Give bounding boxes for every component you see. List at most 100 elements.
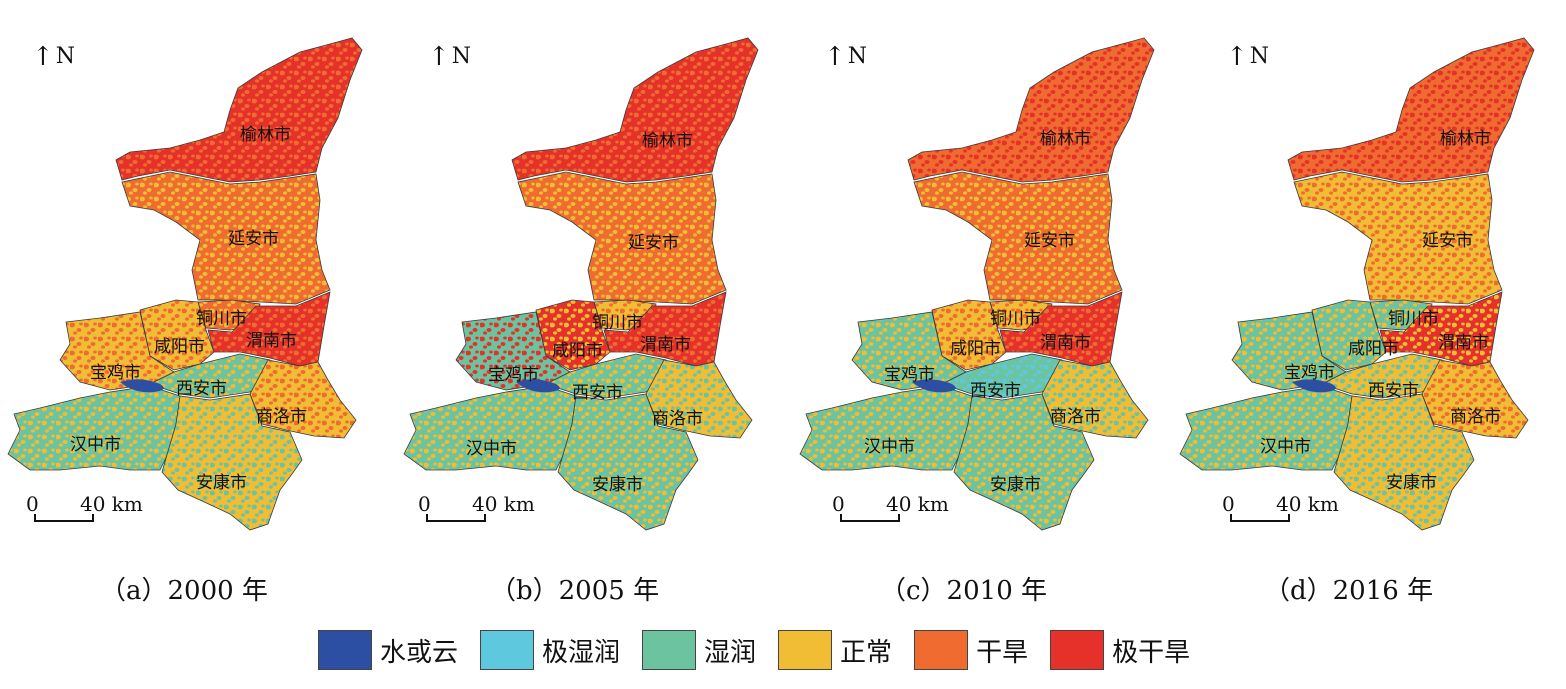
scale-bar-line: [34, 514, 94, 522]
region-hanzhong: [1179, 385, 1353, 471]
region-weinan: [207, 291, 331, 367]
city-label-yulin: 榆林市: [642, 131, 693, 151]
region-hanzhong: [799, 385, 973, 471]
city-label-xianyang: 咸阳市: [154, 337, 205, 357]
legend-label: 湿润: [704, 637, 757, 668]
shaanxi-map-d: [1179, 37, 1535, 531]
city-label-baoji: 宝鸡市: [884, 365, 935, 385]
map-panel-b: ↑N 榆林市 延安市 铜川市 咸阳市 渭南市 宝鸡市 西安市 商洛市 汉中市 安…: [396, 0, 788, 560]
scale-bar-line: [1230, 514, 1290, 522]
legend-swatch: [480, 630, 535, 670]
shaanxi-map-b: [403, 37, 759, 531]
region-shangluo: [1421, 359, 1529, 439]
region-yanan: [1293, 171, 1503, 305]
city-label-weinan: 渭南市: [246, 331, 297, 351]
legend-item-extremely-wet: 极湿润: [480, 630, 620, 670]
north-arrow-icon: ↑: [1226, 42, 1248, 72]
scale-bar: 0 40 km: [418, 492, 558, 532]
map-panel-c: ↑N 榆林市 延安市 铜川市 咸阳市 渭南市 宝鸡市 西安市 商洛市 汉中市 安…: [792, 0, 1184, 560]
city-label-xianyang: 咸阳市: [950, 339, 1001, 359]
legend-item-drought: 干旱: [914, 630, 1028, 670]
city-label-ankang: 安康市: [1386, 473, 1437, 493]
city-label-baoji: 宝鸡市: [1284, 363, 1335, 383]
city-label-hanzhong: 汉中市: [1260, 437, 1311, 457]
city-label-weinan: 渭南市: [1438, 333, 1489, 353]
city-label-xianyang: 咸阳市: [552, 341, 603, 361]
legend-swatch: [318, 630, 372, 670]
city-label-weinan: 渭南市: [1040, 333, 1091, 353]
water-body: [1292, 379, 1336, 393]
region-hanzhong: [7, 385, 181, 471]
north-arrow-icon: ↑: [32, 42, 54, 72]
city-label-xian: 西安市: [176, 379, 227, 399]
city-label-hanzhong: 汉中市: [864, 437, 915, 457]
city-label-baoji: 宝鸡市: [90, 363, 141, 383]
region-ankang: [953, 393, 1095, 531]
city-label-hanzhong: 汉中市: [70, 435, 121, 455]
city-label-tongchuan: 铜川市: [990, 309, 1041, 329]
city-label-weinan: 渭南市: [640, 335, 691, 355]
city-label-yulin: 榆林市: [1440, 129, 1491, 149]
region-shangluo: [645, 359, 753, 439]
legend-swatch: [914, 630, 969, 670]
city-label-ankang: 安康市: [592, 475, 643, 495]
scale-bar-line: [426, 514, 486, 522]
region-weinan: [603, 291, 727, 367]
north-arrow: ↑N: [1226, 42, 1270, 72]
city-label-yanan: 延安市: [1422, 231, 1473, 251]
city-label-shangluo: 商洛市: [1450, 407, 1501, 427]
city-label-baoji: 宝鸡市: [488, 365, 539, 385]
legend-label: 干旱: [976, 637, 1029, 668]
city-label-xian: 西安市: [572, 383, 623, 403]
map-panel-a: ↑N 榆林市 延安市 铜川市 咸阳市 渭南市 宝鸡市 西安市 商洛市 汉中市 安…: [0, 0, 392, 560]
north-arrow: ↑N: [32, 42, 76, 72]
legend: 水或云 极湿润 湿润 正常 干旱 极干旱: [318, 624, 1212, 676]
city-label-yanan: 延安市: [228, 229, 279, 249]
scale-bar: 0 40 km: [1222, 492, 1362, 532]
city-label-yanan: 延安市: [628, 233, 679, 253]
caption-b: （b）2005 年: [490, 576, 660, 606]
region-weinan: [999, 291, 1123, 367]
city-label-shangluo: 商洛市: [256, 407, 307, 427]
region-shangluo: [1041, 359, 1149, 439]
north-arrow: ↑N: [428, 42, 472, 72]
legend-label: 极干旱: [1112, 637, 1191, 668]
city-label-xian: 西安市: [970, 381, 1021, 401]
city-label-hanzhong: 汉中市: [466, 439, 517, 459]
map-panel-d: ↑N 榆林市 延安市 铜川市 咸阳市 渭南市 宝鸡市 西安市 商洛市 汉中市 安…: [1172, 0, 1564, 560]
city-label-yulin: 榆林市: [1040, 129, 1091, 149]
north-arrow-icon: ↑: [824, 42, 846, 72]
city-label-tongchuan: 铜川市: [196, 309, 247, 329]
region-yulin: [115, 37, 363, 183]
region-yulin: [1287, 37, 1535, 183]
legend-label: 正常: [840, 637, 893, 668]
legend-item-water-cloud: 水或云: [318, 630, 458, 670]
caption-c: （c）2010 年: [880, 576, 1047, 606]
city-label-xianyang: 咸阳市: [1348, 339, 1399, 359]
shaanxi-map-a: [7, 37, 363, 531]
shaanxi-map-c: [799, 37, 1155, 531]
region-yanan: [913, 171, 1123, 305]
legend-swatch: [642, 630, 697, 670]
city-label-shangluo: 商洛市: [1050, 407, 1101, 427]
water-body: [120, 379, 164, 393]
legend-label: 极湿润: [542, 637, 621, 668]
region-weinan: [1379, 291, 1503, 367]
region-ankang: [161, 393, 303, 531]
north-arrow-icon: ↑: [428, 42, 450, 72]
region-shangluo: [249, 359, 357, 439]
legend-item-normal: 正常: [778, 630, 892, 670]
region-ankang: [557, 393, 699, 531]
scale-bar: 0 40 km: [832, 492, 972, 532]
caption-d: （d）2016 年: [1264, 576, 1434, 606]
legend-item-wet: 湿润: [642, 630, 756, 670]
region-yulin: [907, 37, 1155, 183]
city-label-yanan: 延安市: [1024, 231, 1075, 251]
city-label-yulin: 榆林市: [240, 125, 291, 145]
city-label-tongchuan: 铜川市: [1388, 309, 1439, 329]
city-label-ankang: 安康市: [196, 473, 247, 493]
water-body: [912, 379, 956, 393]
water-body: [516, 379, 560, 393]
scale-bar-line: [840, 514, 900, 522]
